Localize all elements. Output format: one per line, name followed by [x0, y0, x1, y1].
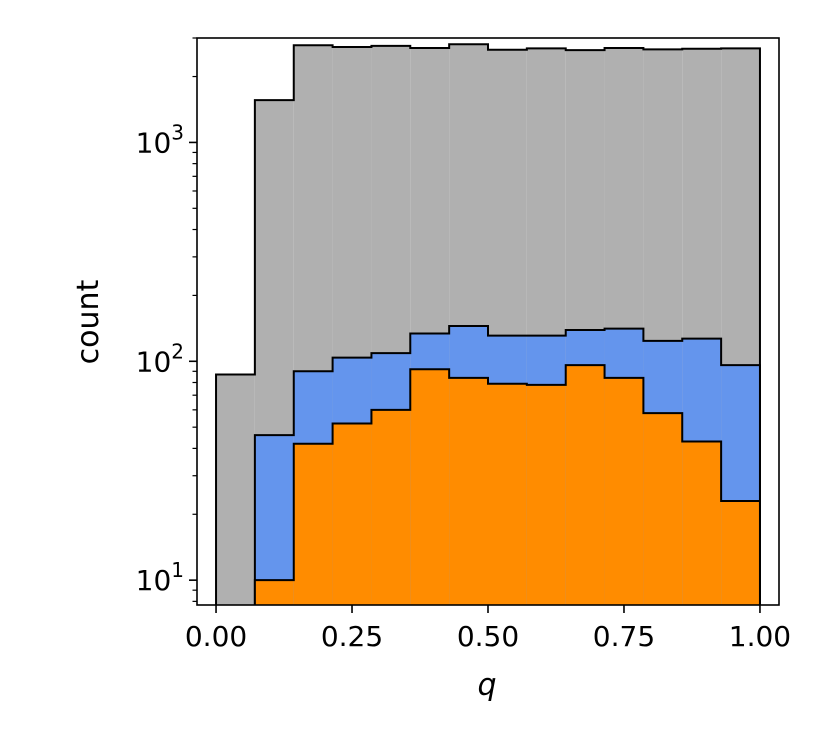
histogram-series-2	[253, 364, 761, 605]
y-axis-label: count	[71, 279, 106, 364]
x-axis-label: q	[477, 668, 496, 703]
histogram-bars	[215, 43, 761, 606]
histogram-outline	[253, 364, 761, 605]
histogram-outline	[253, 324, 761, 605]
histogram-outline	[215, 43, 761, 605]
y-tick-label: 101	[136, 558, 184, 597]
x-tick-label: 0.00	[185, 620, 247, 653]
histogram-bar	[526, 384, 566, 605]
histogram-bar	[643, 413, 683, 605]
histogram-bar	[449, 377, 488, 605]
histogram-bar	[254, 435, 294, 605]
x-axis-ticks: 0.00 0.25 0.50 0.75 1.00	[185, 605, 791, 653]
histogram-bar	[254, 580, 294, 605]
histogram-bar	[293, 443, 333, 605]
x-tick-label: 1.00	[729, 620, 791, 653]
histogram-bar	[682, 441, 722, 605]
histogram-bar	[604, 377, 644, 605]
histogram-bar	[721, 500, 760, 605]
histogram-bar	[216, 374, 255, 605]
histogram-bar	[565, 365, 605, 605]
y-axis-ticks: 101 102 103	[136, 37, 197, 602]
histogram-bar	[332, 423, 372, 605]
y-tick-label: 103	[136, 120, 184, 159]
x-tick-label: 0.25	[321, 620, 383, 653]
histogram-bar	[488, 383, 527, 605]
x-tick-label: 0.50	[457, 620, 519, 653]
histogram-bar	[410, 369, 450, 605]
x-tick-label: 0.75	[593, 620, 655, 653]
histogram-bar	[371, 409, 411, 605]
y-tick-label: 102	[136, 339, 184, 378]
